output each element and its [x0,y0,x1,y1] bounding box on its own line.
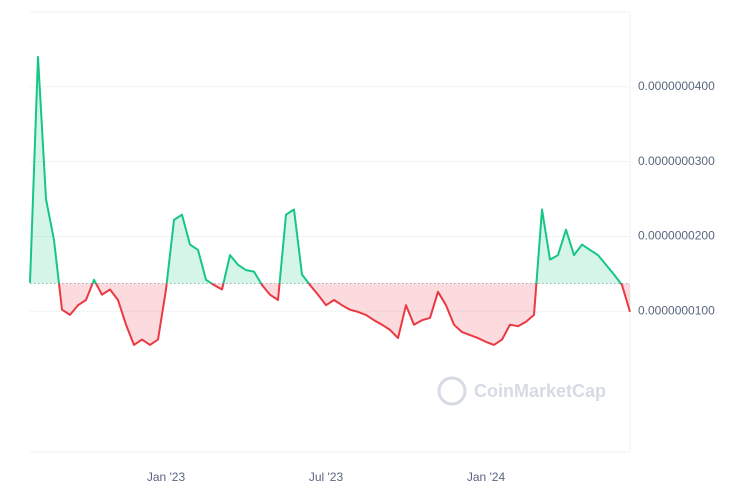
x-tick-label: Jan '23 [147,470,186,484]
x-tick-label: Jan '24 [467,470,506,484]
watermark-text: CoinMarketCap [474,381,606,401]
watermark: CoinMarketCap [437,376,606,406]
y-tick-label: 0.0000000400 [638,79,715,93]
y-tick-label: 0.0000000100 [638,303,715,317]
price-area [30,283,630,345]
price-area [30,56,621,284]
y-tick-label: 0.0000000200 [638,229,715,243]
watermark-logo [437,376,467,406]
y-tick-label: 0.0000000300 [638,154,715,168]
price-line [57,283,631,346]
x-tick-label: Jul '23 [309,470,344,484]
